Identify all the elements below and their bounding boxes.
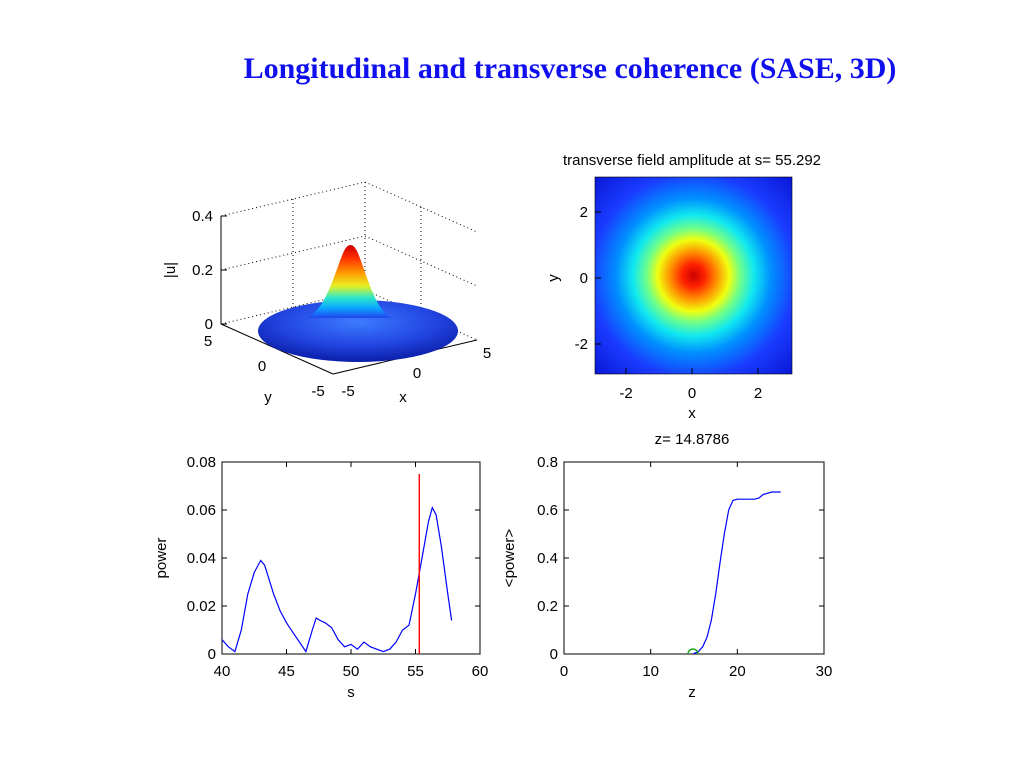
avg-ticks: 0 10 20 30 0 0.2 0.4 0.6 0.8 — [537, 454, 832, 680]
y-tick-label: 0.8 — [537, 454, 558, 471]
series-line — [692, 491, 781, 654]
avg-axes-frame — [563, 461, 825, 655]
y-tick-label: 0.04 — [187, 550, 216, 567]
heatmap-image — [595, 177, 792, 374]
z-tick-label: 0.2 — [192, 262, 213, 279]
surface-tick-marks — [221, 215, 227, 325]
x-tick-label: 0 — [560, 663, 568, 680]
avg-y-axis-label: <power> — [501, 529, 518, 588]
x-tick-label: -5 — [341, 383, 354, 400]
x-tick-label: 40 — [214, 663, 231, 680]
y-tick-label: 0 — [258, 358, 266, 375]
heatmap-y-tick-label: 0 — [580, 270, 588, 287]
avg-power-title: z= 14.8786 — [655, 431, 730, 448]
avg-power-plot: z= 14.8786 0 10 20 30 0 0.2 0.4 0.6 0.8 z <power… — [501, 431, 832, 701]
y-tick-label: 0.6 — [537, 502, 558, 519]
slide-title: Longitudinal and transverse coherence (S… — [243, 52, 897, 85]
surface-peak — [306, 245, 392, 318]
x-tick-label: 55 — [407, 663, 424, 680]
heatmap-x-tick-label: 0 — [688, 385, 696, 402]
x-tick-label: 50 — [343, 663, 360, 680]
power-series — [222, 474, 453, 654]
z-tick-label: 0.4 — [192, 208, 213, 225]
heatmap-y-axis-label: y — [545, 274, 562, 282]
y-tick-label: 0.02 — [187, 598, 216, 615]
heatmap-title: transverse field amplitude at s= 55.292 — [563, 152, 821, 169]
current-z-marker — [687, 648, 699, 654]
power-x-axis-label: s — [347, 684, 355, 701]
y-tick-label: 0.4 — [537, 550, 558, 567]
avg-x-axis-label: z — [688, 684, 696, 701]
y-tick-label: 5 — [204, 333, 212, 350]
heatmap-x-tick-label: -2 — [619, 385, 632, 402]
power-ticks: 40 45 50 55 60 0 0.02 0.04 0.06 0.08 — [187, 454, 489, 680]
x-tick-label: 60 — [472, 663, 489, 680]
x-tick-label: 30 — [816, 663, 833, 680]
y-tick-label: 0.2 — [537, 598, 558, 615]
heatmap-frame — [594, 176, 793, 375]
heatmap-plot: transverse field amplitude at s= 55.292 … — [545, 152, 821, 422]
power-plot: 40 45 50 55 60 0 0.02 0.04 0.06 0.08 s power — [153, 454, 488, 701]
y-tick-label: 0 — [208, 646, 216, 663]
power-y-axis-label: power — [153, 538, 170, 579]
y-tick-label: 0 — [550, 646, 558, 663]
heatmap-x-tick-label: 2 — [754, 385, 762, 402]
y-axis-label: y — [264, 389, 272, 406]
avg-series — [687, 491, 781, 654]
x-tick-label: 10 — [642, 663, 659, 680]
heatmap-ticks — [595, 211, 759, 374]
x-tick-label: 5 — [483, 345, 491, 362]
heatmap-y-tick-label: 2 — [580, 204, 588, 221]
heatmap-y-tick-label: -2 — [575, 336, 588, 353]
surface-base-disk — [258, 300, 458, 362]
x-axis-label: x — [399, 389, 407, 406]
power-axes-frame — [221, 461, 481, 655]
y-tick-label: -5 — [311, 383, 324, 400]
y-tick-label: 0.08 — [187, 454, 216, 471]
x-tick-label: 45 — [278, 663, 295, 680]
z-tick-label: 0 — [205, 316, 213, 333]
surface-plot: 0.4 0.2 0 |u| 5 0 -5 y -5 0 5 x — [162, 181, 491, 406]
y-tick-label: 0.06 — [187, 502, 216, 519]
z-axis-label: |u| — [162, 262, 179, 278]
heatmap-x-axis-label: x — [688, 405, 696, 422]
x-tick-label: 20 — [729, 663, 746, 680]
x-tick-label: 0 — [413, 365, 421, 382]
